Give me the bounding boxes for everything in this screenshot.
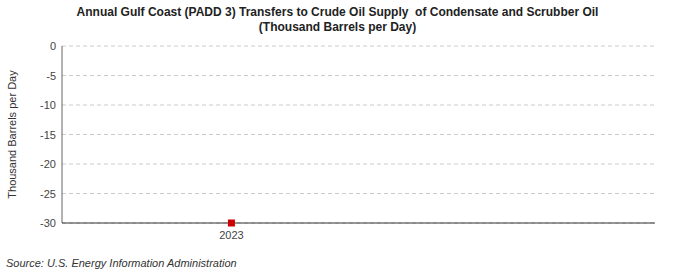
y-tick-label: -20 [40, 158, 56, 170]
x-tick-label: 2023 [219, 229, 243, 241]
grid-line [62, 134, 655, 135]
y-axis [62, 46, 63, 223]
source: Source: U.S. Energy Information Administ… [6, 257, 237, 269]
grid-line [62, 105, 655, 106]
grid [62, 46, 655, 223]
chart: Annual Gulf Coast (PADD 3) Transfers to … [0, 0, 675, 275]
y-tick-label: 0 [50, 40, 56, 52]
points [228, 220, 235, 227]
y-tick-label: -10 [40, 99, 56, 111]
y-tick-label: -5 [46, 70, 56, 82]
grid-line [62, 75, 655, 76]
point [228, 220, 235, 227]
y-tick-label: -30 [40, 217, 56, 229]
grid-line [62, 164, 655, 165]
title: Annual Gulf Coast (PADD 3) Transfers to … [77, 5, 599, 34]
grid-line [62, 46, 655, 47]
y-tick-label: -25 [40, 188, 56, 200]
x-axis [62, 223, 655, 224]
y-axis-label: Thousand Barrels per Day [6, 70, 18, 199]
y-tick-label: -15 [40, 129, 56, 141]
grid-line [62, 193, 655, 194]
grid-line [62, 223, 655, 224]
